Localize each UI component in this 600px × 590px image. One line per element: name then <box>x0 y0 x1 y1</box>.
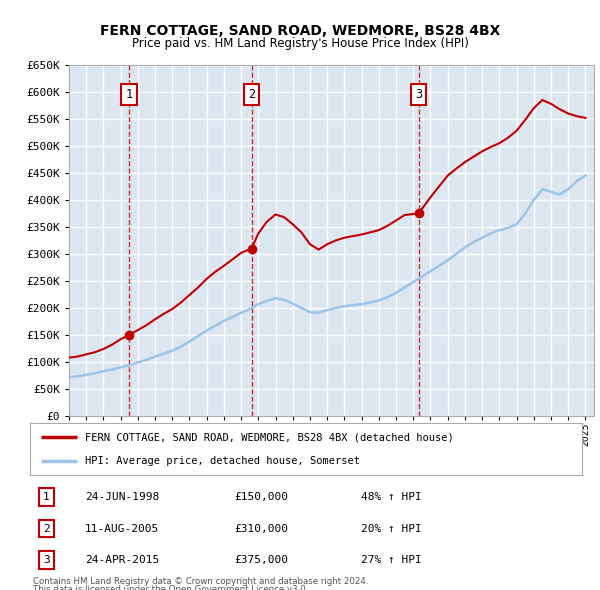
Text: Price paid vs. HM Land Registry's House Price Index (HPI): Price paid vs. HM Land Registry's House … <box>131 37 469 50</box>
Text: 3: 3 <box>415 88 422 101</box>
Text: £310,000: £310,000 <box>234 523 288 533</box>
Text: FERN COTTAGE, SAND ROAD, WEDMORE, BS28 4BX: FERN COTTAGE, SAND ROAD, WEDMORE, BS28 4… <box>100 24 500 38</box>
Text: 24-APR-2015: 24-APR-2015 <box>85 555 160 565</box>
Text: 3: 3 <box>43 555 50 565</box>
Text: Contains HM Land Registry data © Crown copyright and database right 2024.: Contains HM Land Registry data © Crown c… <box>33 577 368 586</box>
Text: 2: 2 <box>43 523 50 533</box>
Text: HPI: Average price, detached house, Somerset: HPI: Average price, detached house, Some… <box>85 456 360 466</box>
Text: 20% ↑ HPI: 20% ↑ HPI <box>361 523 422 533</box>
Text: This data is licensed under the Open Government Licence v3.0.: This data is licensed under the Open Gov… <box>33 585 308 590</box>
Text: 24-JUN-1998: 24-JUN-1998 <box>85 493 160 502</box>
Text: FERN COTTAGE, SAND ROAD, WEDMORE, BS28 4BX (detached house): FERN COTTAGE, SAND ROAD, WEDMORE, BS28 4… <box>85 432 454 442</box>
Text: 11-AUG-2005: 11-AUG-2005 <box>85 523 160 533</box>
Text: 1: 1 <box>43 493 50 502</box>
Text: 1: 1 <box>125 88 133 101</box>
Text: £375,000: £375,000 <box>234 555 288 565</box>
Text: 48% ↑ HPI: 48% ↑ HPI <box>361 493 422 502</box>
Text: £150,000: £150,000 <box>234 493 288 502</box>
Text: 2: 2 <box>248 88 255 101</box>
Text: 27% ↑ HPI: 27% ↑ HPI <box>361 555 422 565</box>
